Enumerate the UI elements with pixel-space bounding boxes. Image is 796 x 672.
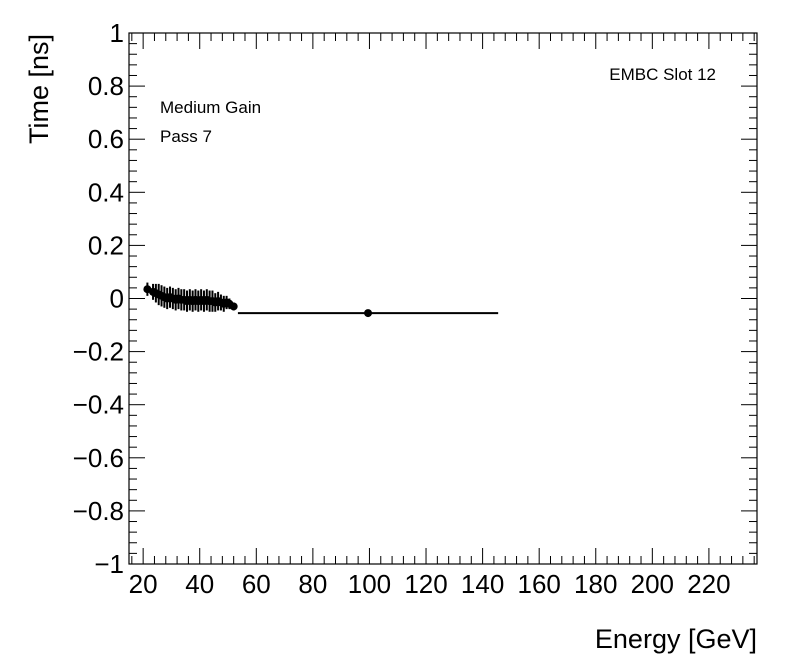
annotation-slot: EMBC Slot 12 [609, 65, 716, 84]
y-tick-label: 0.8 [88, 71, 124, 101]
y-tick-label: −0.8 [73, 496, 124, 526]
x-tick-label: 200 [631, 569, 674, 599]
x-tick-label: 100 [348, 569, 391, 599]
x-tick-label: 20 [129, 569, 158, 599]
tick-labels: 20 40 60 80 100 120 140 160 180 200 220 −1 −0.8 −0.6 −… [73, 18, 731, 599]
y-tick-label: 1 [110, 18, 124, 48]
x-tick-label: 220 [687, 569, 730, 599]
data-points [143, 282, 499, 318]
y-tick-label: −1 [94, 549, 124, 579]
y-tick-label: −0.2 [73, 337, 124, 367]
x-tick-label: 140 [461, 569, 504, 599]
x-tick-label: 40 [185, 569, 214, 599]
y-tick-label: 0 [110, 284, 124, 314]
y-tick-label: −0.6 [73, 443, 124, 473]
point-marker [364, 309, 373, 318]
x-tick-label: 60 [242, 569, 271, 599]
x-tick-label: 80 [298, 569, 327, 599]
annotation-gain: Medium Gain [160, 98, 261, 117]
x-tick-label: 160 [517, 569, 560, 599]
annotation-pass: Pass 7 [160, 127, 212, 146]
axis-ticks [129, 32, 757, 565]
y-tick-label: 0.6 [88, 124, 124, 154]
data-point [229, 302, 238, 311]
x-tick-label: 120 [404, 569, 447, 599]
y-axis-title: Time [ns] [24, 34, 54, 144]
x-axis-title: Energy [GeV] [595, 624, 757, 654]
y-tick-label: 0.4 [88, 177, 124, 207]
data-point [237, 309, 499, 318]
x-tick-label: 180 [574, 569, 617, 599]
y-tick-label: 0.2 [88, 230, 124, 260]
y-tick-label: −0.4 [73, 390, 124, 420]
point-marker [229, 302, 238, 311]
